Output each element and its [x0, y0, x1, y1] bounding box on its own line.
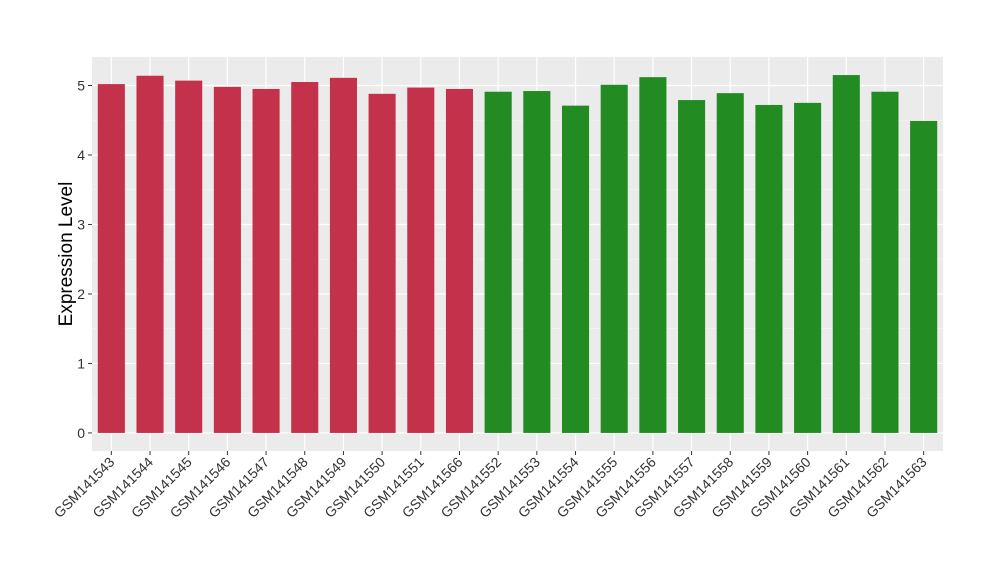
bar-GSM141562	[871, 91, 899, 433]
bar-GSM141550	[368, 93, 396, 433]
bar-GSM141553	[523, 91, 551, 433]
y-axis-label: Expression Level	[56, 182, 77, 327]
bar-GSM141556	[639, 77, 667, 433]
y-tick-label: 1	[77, 355, 85, 371]
bar-GSM141563	[910, 120, 938, 433]
bar-GSM141558	[716, 93, 744, 433]
bar-GSM141549	[329, 77, 357, 433]
bar-GSM141555	[600, 84, 628, 433]
bar-GSM141545	[175, 80, 203, 433]
bar-GSM141544	[136, 75, 164, 433]
y-tick-label: 0	[77, 425, 85, 441]
bar-GSM141554	[561, 105, 590, 433]
bar-GSM141557	[678, 100, 706, 433]
y-tick-label: 5	[77, 77, 85, 93]
bar-GSM141561	[832, 75, 860, 433]
bar-GSM141559	[755, 104, 783, 433]
bar-GSM141560	[794, 102, 822, 433]
bar-GSM141566	[445, 88, 474, 433]
bar-GSM141546	[213, 86, 241, 433]
bar-GSM141543	[97, 84, 125, 433]
bar-GSM141548	[291, 82, 319, 433]
y-tick-label: 2	[77, 286, 85, 302]
bar-GSM141551	[407, 87, 435, 433]
y-tick-label: 4	[77, 147, 85, 163]
bar-GSM141547	[252, 88, 280, 433]
bar-GSM141552	[484, 91, 512, 433]
y-tick-label: 3	[77, 216, 85, 232]
